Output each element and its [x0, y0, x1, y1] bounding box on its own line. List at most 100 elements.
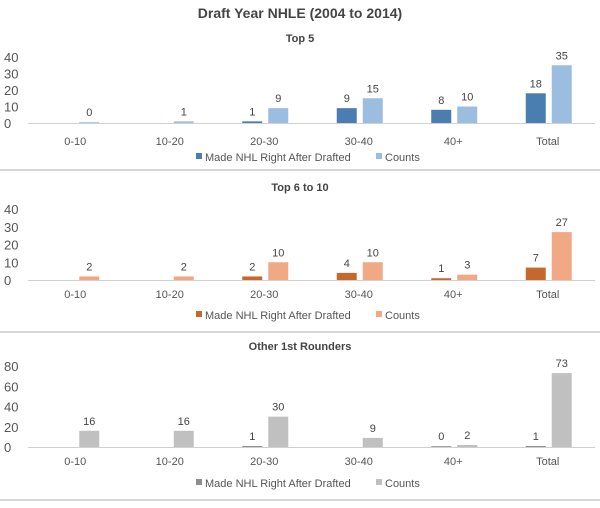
- bar-counts: [173, 121, 194, 123]
- x-tick-label: 40+: [444, 136, 463, 148]
- bar-made-nhl: [336, 108, 357, 123]
- y-tick-label: 20: [4, 83, 18, 98]
- data-label: 9: [370, 423, 376, 435]
- data-label: 0: [438, 431, 444, 443]
- data-label: 18: [530, 78, 542, 90]
- y-tick-label: 80: [4, 359, 18, 374]
- y-tick-label: 10: [4, 100, 18, 115]
- y-tick-label: 40: [4, 202, 18, 217]
- y-tick-label: 10: [4, 255, 18, 270]
- legend-label: Counts: [385, 478, 420, 490]
- data-label: 0: [86, 107, 92, 119]
- bar-counts: [268, 416, 289, 447]
- data-label: 2: [464, 430, 470, 442]
- data-label: 9: [344, 93, 350, 105]
- data-label: 1: [181, 106, 187, 118]
- data-label: 8: [438, 95, 444, 107]
- x-tick-label: 20-30: [250, 289, 278, 301]
- data-label: 16: [178, 416, 190, 428]
- panel-title: Top 6 to 10: [271, 182, 328, 194]
- y-tick-label: 30: [4, 67, 18, 82]
- x-tick-label: 0-10: [64, 456, 86, 468]
- data-label: 1: [533, 431, 539, 443]
- x-tick-label: Total: [536, 136, 559, 148]
- bar-counts: [362, 437, 383, 447]
- legend-swatch: [376, 311, 382, 317]
- y-tick-label: 20: [4, 420, 18, 435]
- x-tick-label: 30-40: [345, 289, 373, 301]
- bar-made-nhl: [242, 445, 263, 447]
- x-tick-label: 10-20: [156, 136, 184, 148]
- data-label: 9: [275, 93, 281, 105]
- bar-made-nhl: [431, 446, 452, 447]
- data-label: 7: [533, 253, 539, 265]
- data-label: 1: [438, 263, 444, 275]
- legend-swatch: [196, 311, 202, 317]
- x-tick-label: Total: [536, 289, 559, 301]
- bar-counts: [268, 108, 289, 123]
- bar-counts: [457, 274, 478, 280]
- data-label: 16: [83, 416, 95, 428]
- x-tick-label: 30-40: [345, 456, 373, 468]
- bar-made-nhl: [431, 278, 452, 280]
- data-label: 1: [249, 431, 255, 443]
- bar-made-nhl: [525, 445, 546, 447]
- legend-label: Counts: [385, 152, 420, 164]
- panel-title: Top 5: [286, 33, 315, 45]
- data-label: 35: [556, 50, 568, 62]
- bar-made-nhl: [336, 272, 357, 280]
- bar-counts: [79, 430, 100, 447]
- x-tick-label: 30-40: [345, 136, 373, 148]
- y-tick-label: 0: [4, 116, 11, 131]
- bar-made-nhl: [525, 267, 546, 280]
- bar-counts: [551, 65, 572, 123]
- data-label: 73: [556, 358, 568, 370]
- bar-counts: [457, 444, 478, 447]
- legend-label: Counts: [385, 310, 420, 322]
- data-label: 10: [461, 92, 473, 104]
- y-tick-label: 40: [4, 50, 18, 65]
- panel-title: Other 1st Rounders: [249, 341, 352, 353]
- y-tick-label: 30: [4, 220, 18, 235]
- x-tick-label: 40+: [444, 456, 463, 468]
- chart-title: Draft Year NHLE (2004 to 2014): [198, 5, 402, 21]
- data-label: 2: [181, 261, 187, 273]
- y-tick-label: 60: [4, 379, 18, 394]
- bar-made-nhl: [525, 93, 546, 123]
- y-tick-label: 0: [4, 273, 11, 288]
- data-label: 10: [367, 247, 379, 259]
- data-label: 1: [249, 106, 255, 118]
- x-tick-label: 0-10: [64, 289, 86, 301]
- bar-counts: [362, 262, 383, 280]
- data-label: 2: [249, 261, 255, 273]
- bar-counts: [79, 122, 100, 123]
- x-tick-label: 10-20: [156, 289, 184, 301]
- x-tick-label: 20-30: [250, 136, 278, 148]
- x-tick-label: 20-30: [250, 456, 278, 468]
- data-label: 30: [272, 402, 284, 414]
- bar-counts: [551, 373, 572, 447]
- x-tick-label: 10-20: [156, 456, 184, 468]
- bar-counts: [551, 232, 572, 280]
- legend-label: Made NHL Right After Drafted: [205, 310, 351, 322]
- legend-label: Made NHL Right After Drafted: [205, 478, 351, 490]
- bar-made-nhl: [242, 121, 263, 123]
- bar-made-nhl: [242, 276, 263, 280]
- data-label: 3: [464, 260, 470, 272]
- legend-swatch: [196, 153, 202, 159]
- legend-swatch: [196, 479, 202, 485]
- bar-counts: [362, 98, 383, 123]
- y-tick-label: 20: [4, 238, 18, 253]
- bar-counts: [268, 262, 289, 280]
- y-tick-label: 40: [4, 400, 18, 415]
- data-label: 15: [367, 83, 379, 95]
- data-label: 27: [556, 217, 568, 229]
- data-label: 10: [272, 247, 284, 259]
- data-label: 2: [86, 261, 92, 273]
- legend-label: Made NHL Right After Drafted: [205, 152, 351, 164]
- bar-counts: [457, 106, 478, 123]
- x-tick-label: 0-10: [64, 136, 86, 148]
- bar-counts: [79, 276, 100, 280]
- bar-made-nhl: [431, 109, 452, 123]
